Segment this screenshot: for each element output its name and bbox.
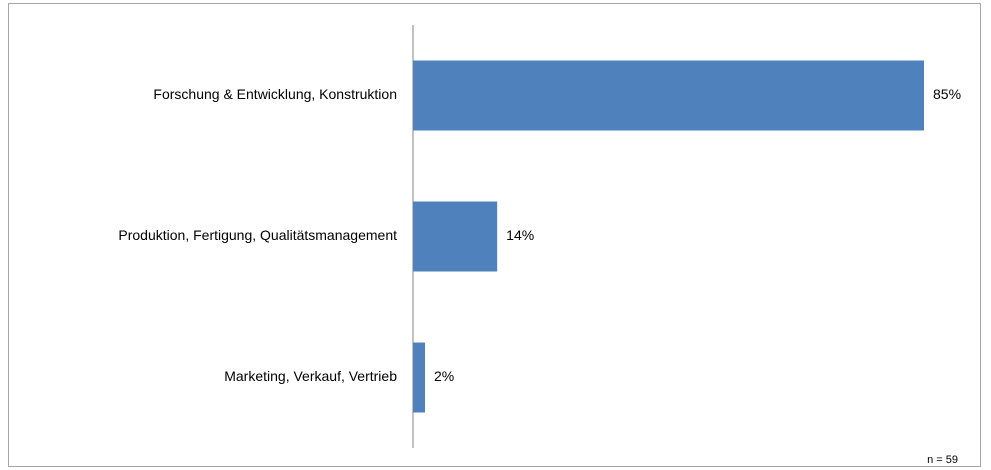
bar	[413, 342, 426, 413]
data-label: 14%	[506, 227, 534, 243]
bar	[413, 60, 924, 131]
y-tick-label: Produktion, Fertigung, Qualitätsmanageme…	[118, 227, 397, 243]
bar	[413, 201, 498, 272]
annotation: n = 59	[927, 454, 958, 466]
data-label: 85%	[933, 86, 961, 102]
y-tick-label: Marketing, Verkauf, Vertrieb	[224, 368, 397, 384]
data-label: 2%	[434, 368, 454, 384]
y-tick-label: Forschung & Entwicklung, Konstruktion	[153, 86, 397, 102]
